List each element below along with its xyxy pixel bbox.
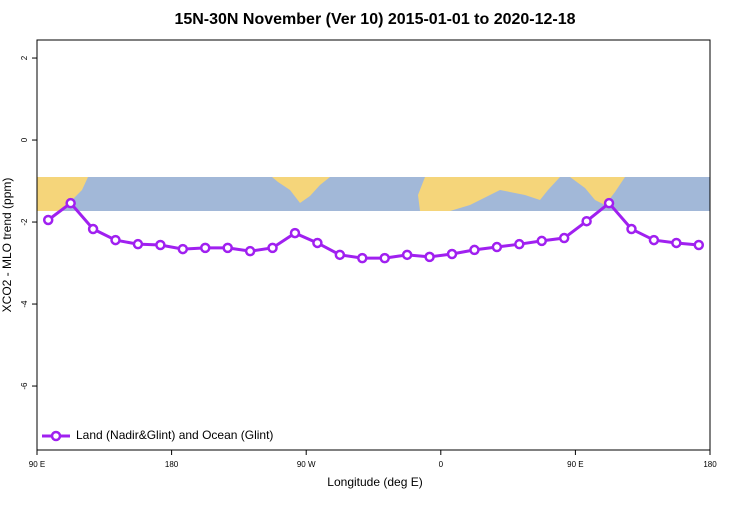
data-point bbox=[424, 251, 435, 263]
data-point bbox=[379, 252, 390, 264]
data-point bbox=[626, 223, 637, 235]
data-point bbox=[514, 238, 525, 250]
data-point bbox=[222, 242, 233, 254]
legend-label: Land (Nadir&Glint) and Ocean (Glint) bbox=[76, 428, 273, 442]
chart-title: 15N-30N November (Ver 10) 2015-01-01 to … bbox=[174, 11, 575, 28]
data-point bbox=[42, 214, 54, 226]
x-tick-label: 180 bbox=[165, 460, 179, 469]
x-tick-label: 180 bbox=[703, 460, 717, 469]
x-tick-label: 90 E bbox=[567, 460, 583, 469]
y-tick-label: -2 bbox=[20, 218, 29, 226]
data-point bbox=[536, 235, 547, 247]
data-point bbox=[244, 245, 256, 257]
data-point bbox=[312, 237, 323, 249]
legend-marker bbox=[50, 430, 62, 442]
data-point bbox=[491, 241, 503, 253]
data-point bbox=[289, 227, 301, 239]
data-point bbox=[401, 249, 413, 261]
data-point bbox=[132, 238, 144, 250]
data-point bbox=[334, 249, 346, 261]
data-point bbox=[357, 252, 368, 264]
y-tick-label: -4 bbox=[20, 300, 29, 308]
x-tick-label: 90 W bbox=[297, 460, 316, 469]
data-point bbox=[446, 248, 458, 260]
data-point bbox=[648, 234, 660, 246]
data-point bbox=[200, 242, 211, 254]
data-point bbox=[65, 197, 76, 209]
data-point bbox=[110, 234, 121, 246]
data-point bbox=[693, 239, 705, 251]
plot-frame bbox=[36, 39, 711, 451]
x-tick-label: 0 bbox=[439, 460, 444, 469]
data-point bbox=[87, 223, 99, 235]
data-point bbox=[155, 239, 166, 251]
map-strip bbox=[37, 177, 710, 211]
data-point bbox=[671, 237, 682, 249]
x-tick-label: 90 E bbox=[29, 460, 45, 469]
y-tick-label: 0 bbox=[20, 137, 29, 142]
data-point bbox=[558, 232, 570, 244]
data-point bbox=[603, 197, 615, 209]
y-tick-label: 2 bbox=[20, 55, 29, 60]
data-point bbox=[581, 215, 592, 227]
y-axis-label: XCO2 - MLO trend (ppm) bbox=[0, 178, 14, 313]
series-line bbox=[47, 201, 699, 260]
data-point bbox=[177, 243, 189, 255]
x-axis-label: Longitude (deg E) bbox=[327, 475, 422, 489]
data-point bbox=[469, 244, 480, 256]
y-tick-label: -6 bbox=[20, 382, 29, 390]
data-point bbox=[267, 242, 278, 254]
